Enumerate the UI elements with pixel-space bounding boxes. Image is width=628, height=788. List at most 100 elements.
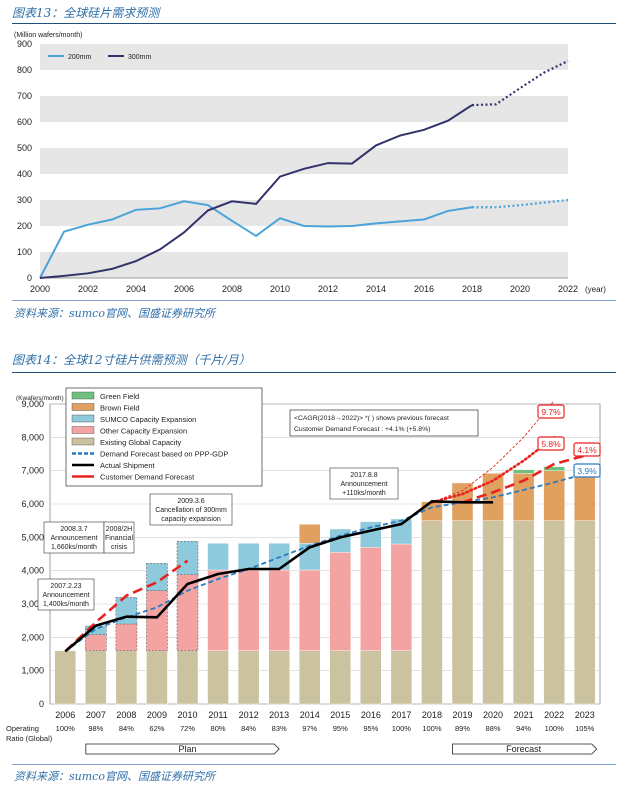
legend-box — [65, 387, 263, 487]
y-tick-label: 800 — [17, 65, 32, 75]
x-tick-label: 2020 — [510, 284, 530, 294]
x-tick-label: 2016 — [414, 284, 434, 294]
annotation-2017-box — [329, 467, 399, 500]
y-axis-label: (Kwafers/month) — [16, 395, 64, 402]
x-tick-label: 2021 — [514, 710, 534, 720]
x-tick-label: 2010 — [270, 284, 290, 294]
operating-ratio-value: 84% — [119, 724, 134, 733]
series-line-200mm — [39, 200, 473, 279]
x-tick-label: 2018 — [422, 710, 442, 720]
series-forecast-300mm — [471, 59, 569, 107]
bar-segment-other — [329, 552, 351, 651]
y-tick-label: 5,000 — [21, 532, 44, 542]
annotation-2007-line: 2007.2.23 — [50, 583, 81, 590]
figure-13-title: 图表13：全球硅片需求预测 — [12, 6, 160, 20]
x-tick-label: 2006 — [55, 710, 75, 720]
operating-ratio-value: 84% — [241, 724, 256, 733]
plan-label: Plan — [178, 744, 196, 754]
x-tick-label: 2023 — [575, 710, 595, 720]
line-chart-wafer-demand: 0 100 200 300 400 500 600 700 800 900(Million waf… — [14, 32, 606, 294]
bar-segment-existing — [176, 650, 199, 705]
x-tick-label: 2020 — [483, 710, 503, 720]
legend-label: Brown Field — [100, 404, 140, 413]
annotation-2017-line: +110ks/month — [342, 490, 386, 497]
x-tick-label: 2004 — [126, 284, 146, 294]
cagr-label-3-9-box — [573, 463, 601, 478]
figure-13-source: 资料来源：sumco官网、国盛证券研究所 — [14, 307, 215, 320]
actual-shipment-line — [64, 500, 494, 653]
bar-segment-other — [115, 623, 138, 651]
annotation-2009-box — [149, 493, 233, 526]
annotation-2007-box — [37, 578, 95, 611]
bar-segment-existing — [54, 650, 76, 705]
bar-segment-existing — [390, 650, 413, 705]
cagr-box — [289, 409, 479, 437]
operating-ratio-value: 80% — [211, 724, 226, 733]
legend-swatch — [71, 437, 95, 446]
cagr-box-line2: Customer Demand Forecast : +4.1% (+5.8%) — [294, 426, 430, 433]
annotation-2017-line: 2017.8.8 — [350, 472, 377, 479]
bar-segment-existing — [451, 520, 474, 705]
bar-segment-other — [299, 569, 321, 651]
legend-swatch — [71, 414, 95, 423]
legend-label: Other Capacity Expansion — [100, 427, 187, 436]
operating-ratio-value: 95% — [333, 724, 348, 733]
bar-segment-sumco — [176, 541, 199, 575]
operating-ratio-value: 89% — [455, 724, 470, 733]
x-tick-label: 2018 — [462, 284, 482, 294]
grid-band — [40, 148, 568, 174]
y-tick-label: 500 — [17, 143, 32, 153]
annotation-2008-announcement-line: 1,660ks/month — [51, 544, 97, 551]
y-tick-label: 8,000 — [21, 432, 44, 442]
annotation-2007-line: Announcement — [42, 592, 89, 599]
y-tick-label: 400 — [17, 169, 32, 179]
bar-segment-existing — [146, 650, 168, 705]
bar-segment-other — [390, 543, 413, 651]
bar-segment-brown — [299, 524, 321, 544]
x-tick-label: 2000 — [30, 284, 50, 294]
previous-forecast-dotted-line — [430, 436, 556, 504]
x-tick-label: 2017 — [391, 710, 411, 720]
grid-band — [40, 96, 568, 122]
x-tick-label: 2022 — [544, 710, 564, 720]
figure-14-top-rule — [12, 372, 616, 373]
legend-label: Demand Forecast based on PPP-GDP — [100, 450, 228, 459]
plan-arrow — [85, 743, 280, 755]
cagr-label-4-1: 4.1% — [577, 445, 597, 455]
operating-ratio-value: 105% — [575, 724, 595, 733]
bar-segment-existing — [574, 520, 596, 705]
legend-label: Actual Shipment — [100, 461, 156, 470]
customer-demand-forecast-line-recent — [462, 454, 586, 504]
bar-segment-existing — [512, 520, 535, 705]
annotation-2008-announcement-box — [43, 521, 105, 554]
operating-ratio-value: 100% — [56, 724, 76, 733]
cagr-label-3-9: 3.9% — [577, 466, 597, 476]
legend-swatch — [71, 426, 95, 434]
annotation-2009-line: 2009.3.6 — [177, 498, 204, 505]
bar-segment-other — [268, 569, 290, 651]
cagr-label-5-8-box — [537, 436, 565, 451]
y-tick-label: 4,000 — [21, 566, 44, 576]
y-tick-label: 7,000 — [21, 466, 44, 476]
bar-segment-existing — [482, 520, 504, 705]
y-tick-label: 900 — [17, 39, 32, 49]
legend-label: Existing Global Capacity — [100, 438, 182, 447]
y-tick-label: 0 — [27, 273, 32, 283]
bar-segment-existing — [543, 520, 565, 705]
x-tick-label: 2002 — [78, 284, 98, 294]
y-tick-label: 600 — [17, 117, 32, 127]
annotation-2008-crisis-line: crisis — [111, 544, 127, 551]
x-tick-label: 2019 — [452, 710, 472, 720]
annotation-2008-crisis-line: Financial — [105, 535, 133, 542]
x-tick-label: 2016 — [361, 710, 381, 720]
figure-13-bottom-rule — [12, 300, 616, 301]
bar-segment-existing — [115, 650, 138, 705]
operating-ratio-label-1: Operating — [6, 724, 39, 733]
legend-label-200mm: 200mm — [68, 54, 92, 61]
operating-ratio-value: 83% — [272, 724, 287, 733]
operating-ratio-value: 62% — [149, 724, 164, 733]
bar-segment-brown — [574, 470, 596, 521]
x-tick-label: 2014 — [300, 710, 320, 720]
cagr-box-line1: <CAGR(2018→2022)> *( ) shows previous fo… — [294, 415, 449, 422]
operating-ratio-value: 100% — [422, 724, 442, 733]
